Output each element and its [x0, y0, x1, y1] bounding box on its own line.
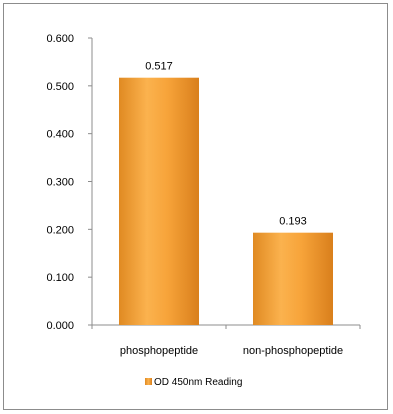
y-tick-label: 0.400 — [46, 129, 74, 141]
data-label: 0.517 — [145, 61, 173, 73]
x-category-label: phosphopeptide — [120, 345, 198, 357]
bar — [119, 77, 199, 326]
bar — [253, 232, 333, 325]
data-label: 0.193 — [279, 216, 307, 228]
y-tick-label: 0.000 — [46, 320, 74, 332]
x-category-label: non-phosphopeptide — [243, 345, 343, 357]
y-tick-label: 0.300 — [46, 177, 74, 189]
y-tick-label: 0.100 — [46, 272, 74, 284]
legend-swatch — [145, 378, 152, 385]
y-tick-label: 0.200 — [46, 224, 74, 236]
legend-label: OD 450nm Reading — [154, 377, 242, 388]
bars: 0.517 phosphopeptide 0.193 non-phosphopepti… — [119, 61, 343, 357]
y-tick-label: 0.500 — [46, 81, 74, 93]
y-tick-label: 0.600 — [46, 33, 74, 45]
legend: OD 450nm Reading — [145, 377, 242, 388]
